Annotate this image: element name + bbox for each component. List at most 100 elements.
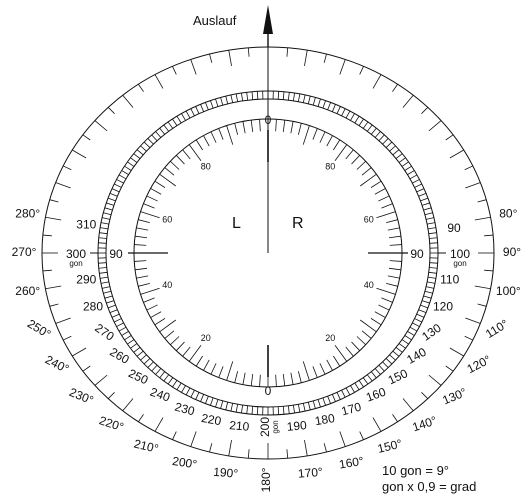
gon-tick [327,396,331,404]
inner-tick [345,346,354,357]
degree-tick [190,431,197,447]
gon-tick [418,192,427,197]
gon-tick [362,121,369,129]
gon-tick [98,262,107,264]
gon-tick [241,92,244,101]
degree-tick [428,120,442,132]
gon-tick [136,149,144,156]
degree-tick [122,398,134,412]
gon-tick [159,371,166,379]
degree-label: 280° [15,206,40,220]
inner-tick [250,373,254,386]
gon-tick [358,380,364,388]
inner-tick [159,173,177,187]
degree-tick [477,199,487,203]
degree-tick [107,392,115,399]
gon-tick [256,406,259,415]
gon-tick [424,290,433,294]
gon-tick [205,102,209,110]
scale-labels: 80° 90° 100° 110° 120° 130°140° 150° 160° 170° 19… [12,162,522,481]
gon-tick [100,281,109,284]
gon-tick [104,295,113,299]
degree-tick [421,107,429,114]
gon-tick [282,91,285,100]
degree-tick [477,303,487,307]
gon-tick [100,222,109,225]
gon-tick [401,339,409,345]
gon-tick [103,212,112,216]
gon-tick [163,374,170,382]
inner-tick [297,371,302,383]
degree-tick [72,149,87,159]
gon-tick [118,326,127,332]
degree-label: 200° [171,454,198,472]
gon-tick [366,374,373,382]
gon-tick [421,202,430,206]
gon-tick [241,405,244,414]
gon-tick [378,364,385,372]
gon-tick [220,400,224,409]
inner-tick [242,121,246,134]
inner-tick [302,125,310,145]
degree-label: 120° [465,352,494,376]
inner-tick [234,371,239,383]
inner-tick [259,119,261,132]
inner-tick [159,319,177,333]
degree-tick [82,365,91,372]
gon-tick [404,335,412,341]
gon-tick [215,399,219,408]
gon-tick [370,127,377,135]
gon-tick [336,106,341,114]
gon-tick [100,276,109,279]
inner-tick [143,297,155,303]
degree-tick [421,392,429,399]
gon-tick [172,380,178,388]
inner-tick [188,144,202,162]
degree-tick [42,269,52,272]
gon-tick [398,343,406,349]
gon-tick [246,405,249,414]
gon-tick [98,242,107,244]
degree-tick [209,53,213,63]
inner-tick [203,359,210,371]
gon-tick [423,295,432,299]
degree-label: 90° [503,245,521,259]
inner-tick [170,160,180,170]
degree-tick [107,107,115,114]
inner-tick [135,235,148,239]
gon-tick [385,358,393,365]
degree-tick [464,335,473,341]
gon-label: 160 [364,385,388,405]
gon-tick [116,322,124,327]
gon-tick [428,271,437,274]
gon-tick [395,347,403,353]
degree-label: 210° [132,436,160,455]
gon-tick [107,197,116,202]
gon-tick [420,304,429,309]
conversion-line-1: 10 gon = 9° [382,463,450,478]
gon-tick [155,131,162,138]
gon-tick [358,118,364,126]
degree-label: 110° [483,317,511,342]
conversion-line-2: gon x 0,9 = grad [382,479,477,494]
inner-tick [134,244,147,246]
gon-tick [427,276,436,279]
gon-tick [426,286,434,289]
gon-tick [414,183,422,188]
gon-tick [292,405,295,414]
inner-tick [138,282,150,287]
degree-tick [465,317,481,324]
gon-tick [210,100,214,109]
degree-tick [392,84,398,92]
gon-tick [235,93,239,102]
degree-tick [228,440,232,456]
gon-tick [99,271,108,274]
degree-tick [94,120,108,132]
degree-tick [286,449,289,459]
gon-tick [133,347,141,353]
degree-tick [465,182,481,189]
inner-tick [319,131,326,143]
inner-tick [275,119,277,132]
degree-tick [484,234,494,237]
gon-tick [429,262,438,264]
